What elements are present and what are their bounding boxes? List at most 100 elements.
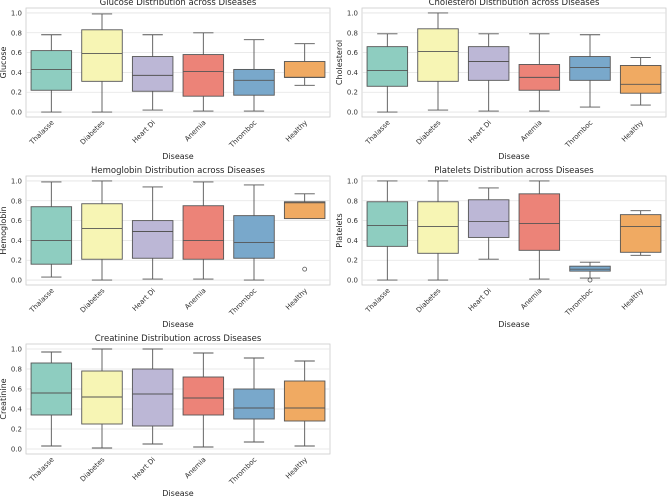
iqr-box <box>619 214 662 253</box>
iqr-box <box>518 193 561 251</box>
y-tick-label: 0.4 <box>11 237 23 245</box>
y-tick-label: 0.2 <box>347 257 358 265</box>
outlier-point <box>587 277 593 283</box>
x-tick-label: Thalasse <box>364 287 392 315</box>
x-tick-label: Heart Di <box>467 287 493 313</box>
chart-title: Cholesterol Distribution across Diseases <box>429 0 600 8</box>
x-tick-label: Healthy <box>284 119 309 144</box>
y-tick-label: 0.2 <box>11 426 22 434</box>
y-tick-label: 0.2 <box>347 89 358 97</box>
x-tick-label: Diabetes <box>79 119 107 147</box>
x-axis-label: Disease <box>498 320 530 329</box>
panel-cholesterol: 0.0 0.2 0.4 0.6 0.8 1.0 Thalasse Diabetes Heart … <box>335 0 667 161</box>
x-tick-label: Thromboc <box>227 287 258 318</box>
x-tick-label: Heart Di <box>467 119 493 145</box>
outlier-point <box>302 266 308 272</box>
x-tick-label: Anemia <box>519 287 543 311</box>
y-tick-label: 0.4 <box>347 237 359 245</box>
y-tick-label: 0.4 <box>11 69 23 77</box>
y-tick-label: 0.8 <box>11 197 22 205</box>
box-anemia <box>182 181 225 280</box>
x-tick-label: Diabetes <box>415 287 443 315</box>
x-tick-label: Anemia <box>519 119 543 143</box>
box-heart-di <box>467 33 510 112</box>
panel-creatinine: 0.0 0.2 0.4 0.6 0.8 1.0 Thalasse Diabetes Heart … <box>0 334 331 497</box>
y-tick-label: 0.6 <box>347 217 359 225</box>
chart-title: Platelets Distribution across Diseases <box>434 166 594 176</box>
box-healthy <box>283 43 326 86</box>
iqr-box <box>417 28 459 82</box>
iqr-box <box>131 220 174 259</box>
y-tick-label: 0.6 <box>11 217 23 225</box>
iqr-box <box>30 362 73 416</box>
x-tick-label: Anemia <box>183 119 207 143</box>
iqr-box <box>182 54 225 97</box>
box-anemia <box>518 180 561 280</box>
x-tick-label: Diabetes <box>79 287 107 315</box>
iqr-box <box>366 201 409 247</box>
box-anemia <box>182 352 225 448</box>
iqr-box <box>182 376 225 416</box>
x-tick-label: Healthy <box>284 456 309 481</box>
y-tick-label: 0.8 <box>347 197 358 205</box>
y-tick-label: 0.2 <box>11 257 22 265</box>
iqr-box <box>81 203 123 260</box>
panel-glucose: 0.0 0.2 0.4 0.6 0.8 1.0 Thalasse Diabetes Heart … <box>0 0 331 161</box>
x-tick-label: Healthy <box>620 119 645 144</box>
iqr-box <box>131 56 174 92</box>
iqr-box <box>619 65 662 94</box>
iqr-box <box>283 380 326 422</box>
x-axis-label: Disease <box>498 152 530 161</box>
box-thalasse <box>30 34 73 113</box>
chart-title: Hemoglobin Distribution across Diseases <box>91 166 266 176</box>
box-thalasse <box>30 181 73 278</box>
iqr-box <box>131 368 174 427</box>
x-tick-label: Healthy <box>620 287 645 312</box>
box-healthy <box>283 193 326 272</box>
x-tick-label: Healthy <box>284 287 309 312</box>
iqr-box <box>233 388 275 420</box>
iqr-box <box>182 205 225 260</box>
iqr-box <box>569 265 611 272</box>
box-thromboc <box>233 39 275 112</box>
y-tick-label: 0.4 <box>347 69 359 77</box>
x-tick-label: Thalasse <box>28 119 56 147</box>
iqr-box <box>283 201 326 220</box>
y-tick-label: 0.0 <box>11 109 22 117</box>
x-tick-label: Heart Di <box>131 456 157 482</box>
y-tick-label: 1.0 <box>347 177 358 185</box>
plot-area <box>361 175 667 286</box>
iqr-box <box>467 46 510 81</box>
y-tick-label: 0.8 <box>11 366 22 374</box>
box-thromboc <box>233 357 275 443</box>
x-axis-label: Disease <box>162 320 194 329</box>
plot-area <box>25 7 331 118</box>
box-heart-di <box>131 348 174 445</box>
box-diabetes <box>81 348 123 449</box>
box-thromboc <box>569 34 611 108</box>
y-tick-label: 0.0 <box>347 109 358 117</box>
y-axis-label: Creatinine <box>0 378 8 419</box>
box-diabetes <box>417 12 459 111</box>
box-thromboc <box>233 184 275 281</box>
box-healthy <box>619 57 662 106</box>
chart-title: Creatinine Distribution across Diseases <box>95 334 262 344</box>
x-tick-label: Thromboc <box>563 119 594 150</box>
y-tick-label: 0.0 <box>347 277 358 285</box>
iqr-box <box>233 68 275 96</box>
y-tick-label: 0.0 <box>11 277 22 285</box>
y-tick-label: 0.4 <box>11 406 23 414</box>
y-tick-label: 0.6 <box>11 386 23 394</box>
chart-title: Glucose Distribution across Diseases <box>100 0 257 8</box>
box-thalasse <box>30 351 73 447</box>
y-axis-label: Cholesterol <box>335 40 344 85</box>
x-tick-label: Thromboc <box>563 287 594 318</box>
iqr-box <box>417 201 459 254</box>
box-thalasse <box>366 33 409 113</box>
box-healthy <box>283 360 326 447</box>
box-thalasse <box>366 180 409 281</box>
iqr-box <box>569 56 611 81</box>
x-tick-label: Diabetes <box>79 456 107 484</box>
y-axis-label: Glucose <box>0 46 8 78</box>
y-axis-label: Platelets <box>335 213 344 247</box>
